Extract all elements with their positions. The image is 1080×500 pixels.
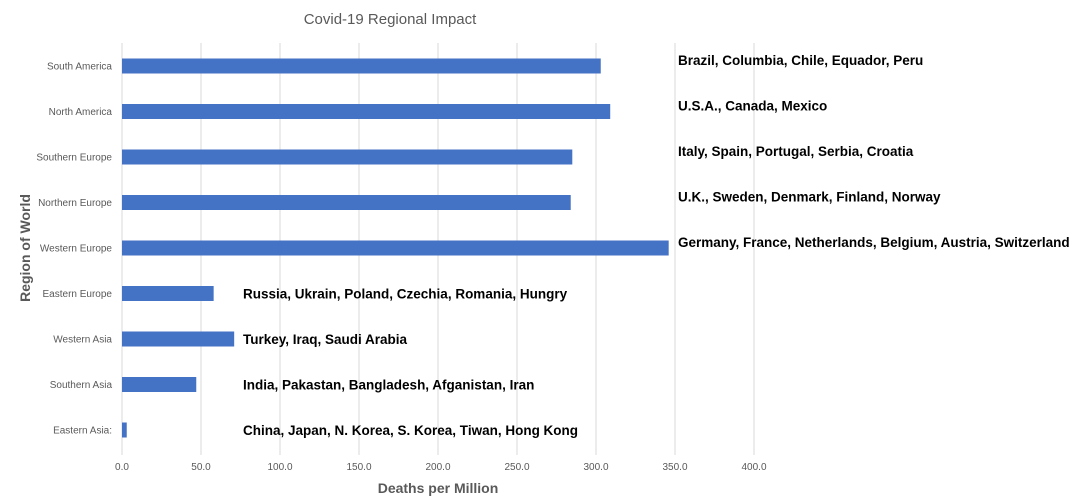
annotation: Germany, France, Netherlands, Belgium, A… <box>678 235 1070 250</box>
annotations: Brazil, Columbia, Chile, Equador, Peru U.… <box>243 53 1070 438</box>
annotation: U.K., Sweden, Denmark, Finland, Norway <box>678 190 941 205</box>
category-label: Southern Asia <box>50 380 113 391</box>
annotation: Turkey, Iraq, Saudi Arabia <box>243 332 408 347</box>
annotation: Italy, Spain, Portugal, Serbia, Croatia <box>678 144 914 159</box>
chart-title: Covid-19 Regional Impact <box>304 11 477 28</box>
x-tick-label: 50.0 <box>191 462 211 473</box>
x-axis-label: Deaths per Million <box>378 480 499 496</box>
bar <box>122 240 669 256</box>
category-label: Western Europe <box>40 244 113 255</box>
x-tick-label: 300.0 <box>583 462 608 473</box>
bars <box>122 58 669 438</box>
annotation: India, Pakastan, Bangladesh, Afganistan,… <box>243 378 534 393</box>
annotation: Russia, Ukrain, Poland, Czechia, Romania… <box>243 287 568 302</box>
category-label: Southern Europe <box>36 153 112 164</box>
x-tick-label: 150.0 <box>346 462 371 473</box>
annotation: China, Japan, N. Korea, S. Korea, Tiwan,… <box>243 423 578 438</box>
x-tick-labels: 0.0 50.0 100.0 150.0 200.0 250.0 300.0 350.0 400… <box>115 462 767 473</box>
bar <box>122 104 611 119</box>
bar <box>122 377 197 392</box>
x-tick-label: 100.0 <box>267 462 292 473</box>
bar <box>122 286 214 301</box>
bar <box>122 149 573 165</box>
bar <box>122 331 235 347</box>
y-axis-label: Region of World <box>17 194 33 302</box>
category-labels: South America North America Southern Europ… <box>36 62 112 437</box>
category-label: Northern Europe <box>38 198 112 209</box>
bar <box>122 195 571 210</box>
bar <box>122 422 127 438</box>
x-tick-label: 350.0 <box>662 462 687 473</box>
category-label: Western Asia <box>53 335 112 346</box>
x-tick-label: 0.0 <box>115 462 129 473</box>
category-label: Eastern Asia: <box>53 426 112 437</box>
category-label: South America <box>47 62 112 73</box>
category-label: Eastern Europe <box>43 289 113 300</box>
bar <box>122 58 601 74</box>
category-label: North America <box>49 107 113 118</box>
x-tick-label: 250.0 <box>504 462 529 473</box>
annotation: Brazil, Columbia, Chile, Equador, Peru <box>678 53 923 68</box>
annotation: U.S.A., Canada, Mexico <box>678 99 827 114</box>
x-tick-label: 400.0 <box>741 462 766 473</box>
x-tick-label: 200.0 <box>425 462 450 473</box>
